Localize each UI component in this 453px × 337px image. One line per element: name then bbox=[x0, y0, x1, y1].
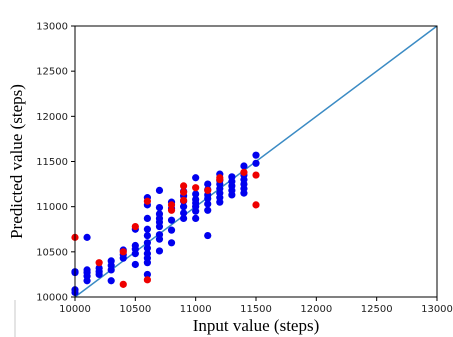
data-point bbox=[155, 210, 164, 218]
data-point bbox=[228, 173, 236, 181]
data-point bbox=[155, 203, 164, 212]
data-point bbox=[155, 231, 164, 239]
y-axis-label: Predicted value (steps) bbox=[7, 84, 26, 239]
data-point bbox=[192, 214, 200, 223]
data-point bbox=[143, 239, 151, 247]
y-tick-label: 10500 bbox=[36, 247, 68, 258]
data-point bbox=[204, 186, 212, 195]
data-point bbox=[167, 206, 176, 214]
data-point bbox=[143, 244, 151, 252]
data-point bbox=[131, 241, 139, 250]
data-point bbox=[252, 159, 260, 167]
data-point bbox=[155, 247, 164, 255]
data-point bbox=[167, 239, 176, 247]
data-point bbox=[143, 250, 151, 258]
y-tick-label: 12000 bbox=[36, 112, 68, 123]
data-point bbox=[192, 190, 200, 198]
x-axis-label: Input value (steps) bbox=[193, 316, 320, 335]
data-point bbox=[180, 203, 188, 211]
data-point bbox=[180, 209, 188, 217]
data-point bbox=[252, 171, 260, 179]
data-point bbox=[131, 222, 139, 231]
data-point bbox=[240, 162, 248, 170]
data-point bbox=[204, 180, 212, 188]
x-tick-label: 11000 bbox=[180, 304, 212, 315]
x-tick-label: 10500 bbox=[119, 304, 151, 315]
data-point bbox=[119, 280, 127, 288]
data-point bbox=[83, 233, 91, 241]
data-point bbox=[204, 200, 212, 208]
data-point bbox=[107, 277, 115, 285]
y-tick-label: 11000 bbox=[36, 202, 68, 213]
data-point bbox=[180, 188, 188, 196]
data-point bbox=[192, 184, 200, 192]
data-point bbox=[95, 259, 103, 267]
data-point bbox=[143, 197, 151, 205]
data-point bbox=[252, 151, 260, 159]
data-point bbox=[143, 231, 151, 240]
x-tick-label: 12000 bbox=[300, 304, 332, 315]
y-tick-label: 12500 bbox=[36, 67, 68, 78]
data-point bbox=[204, 231, 212, 240]
data-point bbox=[155, 186, 164, 195]
data-point bbox=[216, 174, 224, 182]
y-tick-label: 13000 bbox=[36, 22, 68, 33]
data-point bbox=[180, 214, 188, 223]
y-tick-label: 11500 bbox=[36, 157, 68, 168]
data-point bbox=[252, 201, 260, 209]
data-point bbox=[167, 226, 176, 234]
data-point bbox=[180, 182, 188, 190]
data-point bbox=[119, 248, 127, 256]
data-point bbox=[143, 214, 151, 223]
data-point bbox=[143, 225, 151, 233]
data-point bbox=[192, 195, 200, 204]
data-point bbox=[131, 260, 139, 269]
x-tick-label: 11500 bbox=[240, 304, 272, 315]
data-point bbox=[107, 257, 115, 265]
data-point bbox=[167, 216, 176, 224]
data-point bbox=[180, 196, 188, 204]
data-point bbox=[240, 168, 248, 176]
x-axis-ticks: 10000 10500 11000 11500 12000 12500 13000 bbox=[59, 297, 453, 315]
x-tick-label: 12500 bbox=[361, 304, 393, 315]
data-point bbox=[167, 201, 176, 209]
y-axis-ticks: 10000 10500 11000 11500 12000 12500 13000 bbox=[36, 22, 75, 304]
data-point bbox=[83, 266, 91, 274]
data-point bbox=[143, 270, 151, 279]
data-points bbox=[71, 151, 260, 297]
data-point bbox=[192, 174, 200, 182]
data-point bbox=[143, 276, 151, 284]
plot-area bbox=[71, 25, 438, 298]
data-point bbox=[95, 264, 103, 272]
y-tick-label: 10000 bbox=[36, 293, 68, 304]
x-tick-label: 13000 bbox=[421, 304, 453, 315]
data-point bbox=[204, 206, 212, 214]
x-tick-label: 10000 bbox=[59, 304, 91, 315]
